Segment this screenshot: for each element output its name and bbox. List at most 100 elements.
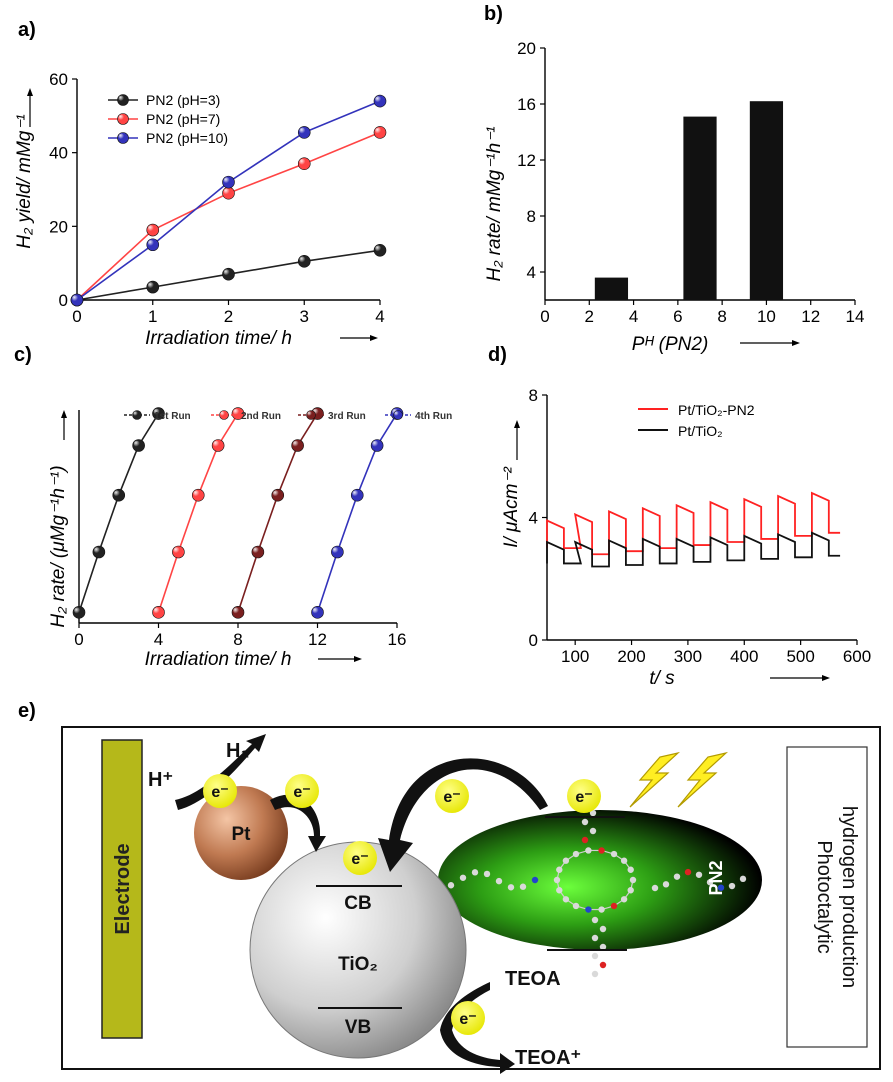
legend-label: 2nd Run	[241, 411, 281, 422]
molecule-atom	[599, 943, 607, 951]
molecule-atom	[572, 902, 580, 910]
data-point-highlight	[193, 490, 200, 497]
data-point-highlight	[375, 245, 382, 252]
y-tick-label: 4	[527, 263, 536, 282]
x-tick-label: 10	[757, 307, 776, 326]
molecule-atom	[662, 881, 670, 888]
panel-label-d: d)	[488, 344, 507, 366]
x-tick-label: 16	[388, 630, 407, 649]
chart-d: 100 200 300 400 500 600 0 4 8 t/ s I/ μAcm⁻² Pt/TiO…	[501, 386, 871, 689]
molecule-atom	[620, 857, 628, 864]
molecule-atom	[620, 896, 628, 903]
electron-4: e⁻	[567, 779, 601, 813]
data-point-highlight	[213, 440, 220, 447]
data-point-highlight	[147, 225, 154, 232]
y-axis-label: H₂ rate/ (μMg⁻¹h⁻¹)	[48, 465, 69, 627]
molecule-atom	[739, 875, 747, 883]
molecule-atom	[531, 876, 539, 884]
data-point-highlight	[74, 607, 81, 614]
chart-b: 0 2 4 6 8 10 12 14 4 8 12 16 20 Pᴴ (PN2) H₂ rate/ mMg⁻…	[484, 39, 864, 355]
molecule-atom	[447, 882, 455, 889]
bar	[683, 116, 717, 300]
data-point-highlight	[72, 295, 79, 302]
pt-transfer-arrow	[270, 794, 326, 852]
molecule-atom	[562, 857, 570, 864]
svg-text:e⁻: e⁻	[211, 784, 228, 801]
legend-label: 3rd Run	[328, 411, 366, 422]
molecule-atom	[459, 874, 467, 881]
x-tick-label: 500	[786, 647, 814, 666]
legend-marker-highlight	[394, 411, 399, 416]
molecule-atom	[495, 877, 503, 885]
electron-2: e⁻	[285, 774, 319, 808]
data-point-highlight	[292, 440, 299, 447]
data-point-highlight	[332, 547, 339, 554]
molecule-atom	[591, 934, 599, 942]
molecule-atom	[728, 882, 736, 890]
data-point-highlight	[372, 440, 379, 447]
data-point-highlight	[233, 607, 240, 614]
molecule-atom	[553, 876, 561, 884]
legend-label: PN2 (pH=3)	[146, 92, 220, 108]
molecule-atom	[591, 952, 599, 960]
pn2-ellipse	[438, 810, 762, 950]
y-tick-label: 0	[59, 291, 68, 310]
data-point-highlight	[173, 547, 180, 554]
molecule-atom	[629, 876, 637, 884]
molecule-atom	[717, 884, 725, 891]
caption-line-2: hydrogen production	[838, 806, 860, 988]
y-tick-label: 40	[49, 144, 68, 163]
x-tick-label: 4	[375, 307, 384, 326]
svg-text:e⁻: e⁻	[293, 784, 310, 801]
molecule-atom	[651, 884, 659, 892]
data-point-highlight	[352, 490, 359, 497]
pn2-to-tio2-arrow	[378, 758, 548, 872]
panel-label-e: e)	[18, 700, 36, 722]
x-tick-label: 12	[801, 307, 820, 326]
photocurrent-trace	[546, 491, 841, 556]
photocurrent-trace	[546, 531, 841, 568]
molecule-atom	[562, 896, 570, 903]
y-axis-arrow-head	[27, 88, 33, 96]
x-tick-label: 2	[224, 307, 233, 326]
molecule-atom	[599, 925, 607, 933]
pn2-molecule	[435, 782, 747, 978]
molecule-atom	[598, 847, 605, 854]
x-axis-arrow-head	[792, 340, 800, 346]
molecule-atom	[585, 847, 592, 854]
x-tick-label: 8	[717, 307, 726, 326]
legend-marker-highlight	[133, 411, 138, 416]
diagram-frame	[61, 726, 881, 1070]
data-point-highlight	[375, 127, 382, 134]
molecule-atom	[483, 870, 491, 878]
molecule-atom	[627, 887, 634, 894]
series-line	[237, 413, 319, 613]
data-point-highlight	[147, 239, 154, 246]
electron-5: e⁻	[343, 841, 377, 875]
lightning-icon-2	[677, 751, 729, 808]
electron-3: e⁻	[435, 779, 469, 813]
series-line	[157, 413, 239, 613]
molecule-atom	[556, 866, 563, 873]
legend-label: PN2 (pH=7)	[146, 111, 220, 127]
x-axis-label: t/ s	[649, 668, 675, 689]
data-point-highlight	[133, 440, 140, 447]
x-tick-label: 400	[730, 647, 758, 666]
data-point-highlight	[233, 408, 240, 415]
pt-sphere	[194, 786, 288, 880]
x-tick-label: 1	[148, 307, 157, 326]
x-tick-label: 200	[617, 647, 645, 666]
molecule-atom	[673, 873, 681, 880]
svg-text:e⁻: e⁻	[443, 789, 460, 806]
x-tick-label: 4	[154, 630, 163, 649]
molecule-atom	[589, 809, 597, 817]
x-axis-arrow-head	[354, 656, 362, 662]
legend-marker-highlight	[118, 133, 125, 140]
molecule-atom	[581, 818, 589, 826]
data-point-highlight	[375, 96, 382, 103]
molecule-atom	[507, 884, 515, 891]
bar	[749, 101, 784, 300]
caption-box	[786, 746, 868, 1048]
pn2-label: PN2	[706, 860, 726, 895]
legend-label: 1st Run	[154, 411, 191, 422]
